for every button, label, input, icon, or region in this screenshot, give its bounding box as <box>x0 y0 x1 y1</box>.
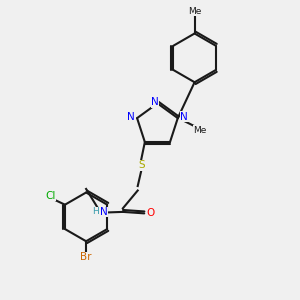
Text: N: N <box>180 112 188 122</box>
Text: N: N <box>151 98 159 107</box>
Text: N: N <box>100 207 107 217</box>
Text: Br: Br <box>80 252 92 262</box>
Text: Me: Me <box>188 7 201 16</box>
Text: H: H <box>92 207 99 216</box>
Text: Me: Me <box>194 125 207 134</box>
Text: Cl: Cl <box>45 191 55 201</box>
Text: N: N <box>127 112 134 122</box>
Text: O: O <box>147 208 155 218</box>
Text: S: S <box>138 160 145 170</box>
